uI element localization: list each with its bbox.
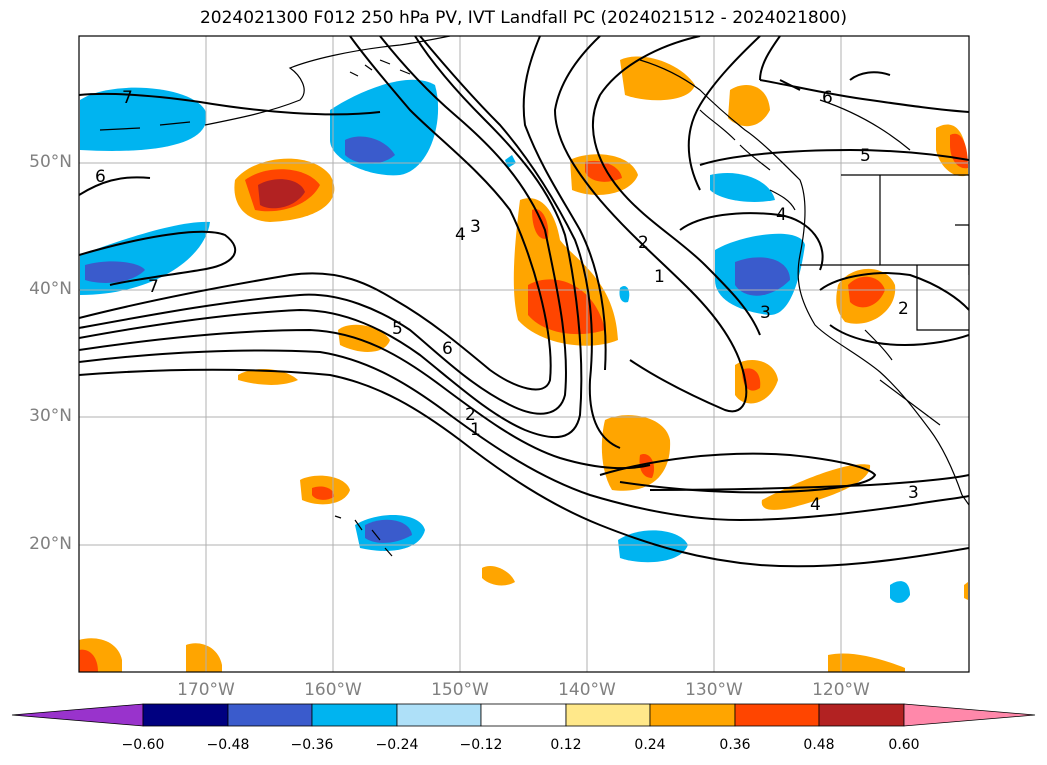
colorbar-cell (142, 703, 229, 727)
colorbar (11, 703, 1036, 727)
colorbar-tick-label: 0.60 (888, 737, 920, 753)
pos-region (532, 209, 549, 239)
colorbar-cell (227, 703, 313, 727)
contour-label: 7 (148, 277, 159, 297)
contour-label: 7 (122, 88, 133, 108)
coastlines (99, 36, 969, 557)
colorbar-tick-label: −0.12 (459, 737, 503, 753)
neg-region (80, 87, 207, 151)
contour-label: 3 (760, 303, 771, 323)
contour-label: 1 (654, 267, 665, 287)
pos-region (828, 653, 905, 672)
contour-label: 2 (465, 405, 476, 425)
colorbar-extend-low (11, 703, 144, 727)
lon-label: 140°W (558, 680, 616, 700)
pos-region (601, 415, 671, 491)
colorbar-cell (396, 703, 482, 727)
colorbar-cell (734, 703, 820, 727)
colorbar-tick-label: −0.24 (375, 737, 419, 753)
neg-region (735, 257, 790, 296)
page-title: 2024021300 F012 250 hPa PV, IVT Landfall… (199, 8, 847, 28)
pos-region (238, 368, 298, 385)
neg-region (710, 172, 775, 202)
colorbar-cell (480, 703, 567, 727)
lon-label: 120°W (812, 680, 870, 700)
contour-label: 4 (810, 495, 821, 515)
pos-region (585, 160, 622, 182)
colorbar-tick-label: −0.36 (290, 737, 334, 753)
colorbar-tick-label: 0.48 (803, 737, 835, 753)
contour-label: 3 (908, 483, 919, 503)
map-gridlines (79, 36, 969, 672)
colorbar-tick-label: 0.12 (550, 737, 582, 753)
pos-region (620, 56, 695, 101)
neg-region (890, 581, 910, 603)
lat-label: 40°N (29, 279, 72, 299)
contour-label: 6 (822, 88, 833, 108)
neg-region (85, 261, 145, 283)
colorbar-cell (565, 703, 651, 727)
pos-region (312, 486, 335, 500)
lat-label: 50°N (29, 152, 72, 172)
colorbar-tick-label: −0.60 (121, 737, 165, 753)
lon-label: 130°W (685, 680, 743, 700)
lon-label: 170°W (177, 680, 235, 700)
pos-region (964, 582, 968, 600)
contour-label: 5 (860, 146, 871, 166)
lat-label: 20°N (29, 534, 72, 554)
neg-region (365, 519, 412, 543)
colorbar-cell (649, 703, 736, 727)
neg-region (619, 285, 630, 303)
contour-label: 1 (470, 420, 481, 440)
contour-label: 3 (470, 217, 481, 237)
neg-region (505, 155, 516, 168)
pos-region (79, 649, 98, 672)
colorbar-cell (311, 703, 398, 727)
lon-label: 150°W (431, 680, 489, 700)
neg-region (345, 136, 395, 164)
contour-label: 4 (455, 225, 466, 245)
contour-lines (79, 36, 969, 568)
colorbar-tick-label: 0.36 (719, 737, 751, 753)
pos-region (258, 179, 305, 209)
colorbar-extend-high (903, 703, 1036, 727)
contour-label: 2 (898, 299, 909, 319)
pos-region (186, 643, 222, 672)
contour-label: 5 (392, 319, 403, 339)
lon-label: 160°W (304, 680, 362, 700)
map-frame (78, 35, 970, 673)
colorbar-tick-label: −0.48 (206, 737, 250, 753)
shaded-anomalies (79, 56, 968, 672)
pos-region (848, 276, 885, 308)
pos-region (482, 565, 515, 586)
pos-region (728, 84, 770, 127)
lat-label: 30°N (29, 406, 72, 426)
contour-label: 6 (442, 339, 453, 359)
contour-labels: 7 6 3 4 2 1 5 6 2 1 3 2 6 5 4 3 4 7 (95, 88, 919, 515)
pos-region (528, 279, 605, 335)
contour-label: 6 (95, 167, 106, 187)
colorbar-cell (818, 703, 905, 727)
contour-label: 2 (638, 233, 649, 253)
contour-label: 4 (776, 205, 787, 225)
colorbar-tick-label: 0.24 (634, 737, 666, 753)
